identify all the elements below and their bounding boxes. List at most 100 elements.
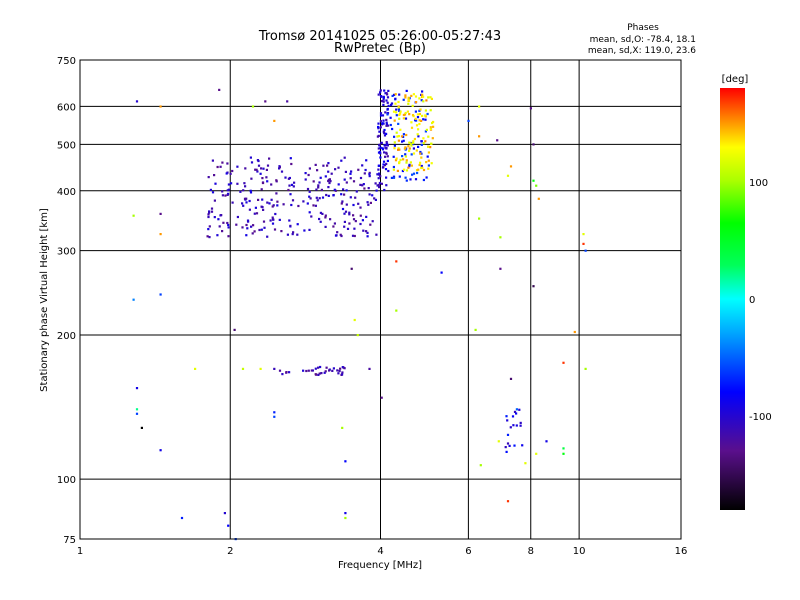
y-tick-label: 400 [57, 187, 76, 198]
data-point [380, 396, 383, 399]
data-point [506, 433, 510, 436]
data-point [159, 105, 162, 108]
data-point [207, 213, 210, 216]
data-point [245, 201, 248, 204]
data-point [422, 178, 425, 182]
data-point [392, 110, 396, 113]
data-point [412, 147, 415, 150]
data-point [287, 188, 290, 192]
data-point [373, 197, 376, 200]
data-point [349, 177, 352, 180]
data-point [344, 512, 347, 515]
data-point [264, 100, 267, 103]
data-point [383, 128, 386, 132]
data-point [397, 122, 400, 125]
data-point [407, 98, 410, 101]
data-point [309, 197, 312, 200]
data-point [316, 169, 319, 172]
data-point [389, 123, 392, 127]
data-point [424, 130, 427, 133]
data-point [398, 113, 401, 116]
data-point [393, 93, 396, 96]
data-point [519, 424, 522, 427]
data-point [390, 103, 393, 106]
data-point [400, 135, 404, 138]
data-point [359, 176, 363, 180]
data-point [311, 369, 314, 372]
data-point [384, 111, 387, 114]
data-point [422, 118, 425, 121]
data-point [381, 122, 384, 125]
data-point [504, 446, 507, 449]
data-point [425, 99, 428, 102]
data-point [427, 145, 430, 148]
data-point [306, 202, 309, 205]
data-point [343, 225, 346, 228]
data-point [206, 235, 209, 238]
data-point [303, 229, 306, 232]
data-point [377, 177, 380, 180]
data-point [221, 190, 224, 193]
data-point [375, 233, 378, 236]
data-point [331, 369, 334, 372]
data-point [221, 194, 224, 197]
data-point [377, 151, 381, 154]
data-point [509, 377, 513, 380]
data-point [397, 147, 400, 150]
data-point [341, 373, 344, 376]
data-point [389, 116, 392, 119]
data-point [260, 228, 263, 231]
data-point [241, 202, 244, 205]
data-point [135, 387, 139, 390]
data-point [385, 143, 388, 146]
data-point [427, 96, 430, 99]
data-point [292, 231, 295, 234]
data-point [324, 216, 327, 219]
data-point [380, 182, 383, 185]
data-point [340, 159, 343, 162]
data-point [352, 214, 355, 217]
data-point [219, 165, 222, 168]
data-point [250, 225, 253, 228]
data-point [379, 126, 382, 129]
data-point [394, 159, 398, 162]
data-point [410, 164, 413, 167]
plot-frame [79, 59, 682, 540]
data-point [132, 214, 135, 217]
data-point [518, 408, 521, 411]
data-point [406, 110, 409, 113]
x-tick-label: 10 [573, 546, 586, 557]
data-point [381, 114, 385, 117]
data-point [404, 176, 407, 179]
data-point [377, 134, 380, 137]
data-point [368, 193, 371, 196]
data-point [262, 167, 265, 170]
data-point [398, 93, 401, 96]
data-point [420, 164, 423, 168]
data-point [385, 162, 388, 165]
data-point [278, 369, 282, 372]
data-point [415, 101, 418, 104]
data-point [314, 373, 317, 376]
data-point [257, 198, 260, 201]
data-point [271, 218, 275, 221]
data-point [265, 176, 268, 179]
data-point [297, 204, 300, 208]
data-point [324, 175, 327, 178]
data-point [381, 166, 385, 169]
data-point [545, 440, 548, 443]
data-point [213, 199, 216, 202]
data-point [318, 181, 321, 184]
data-point [222, 221, 225, 224]
data-point [429, 146, 432, 149]
data-point [386, 101, 389, 104]
data-point [276, 204, 279, 207]
data-point [383, 134, 387, 137]
data-point [380, 141, 383, 144]
data-point [418, 122, 421, 126]
data-point [194, 367, 197, 370]
data-point [387, 89, 390, 92]
data-point [280, 170, 284, 173]
data-point [207, 215, 210, 219]
